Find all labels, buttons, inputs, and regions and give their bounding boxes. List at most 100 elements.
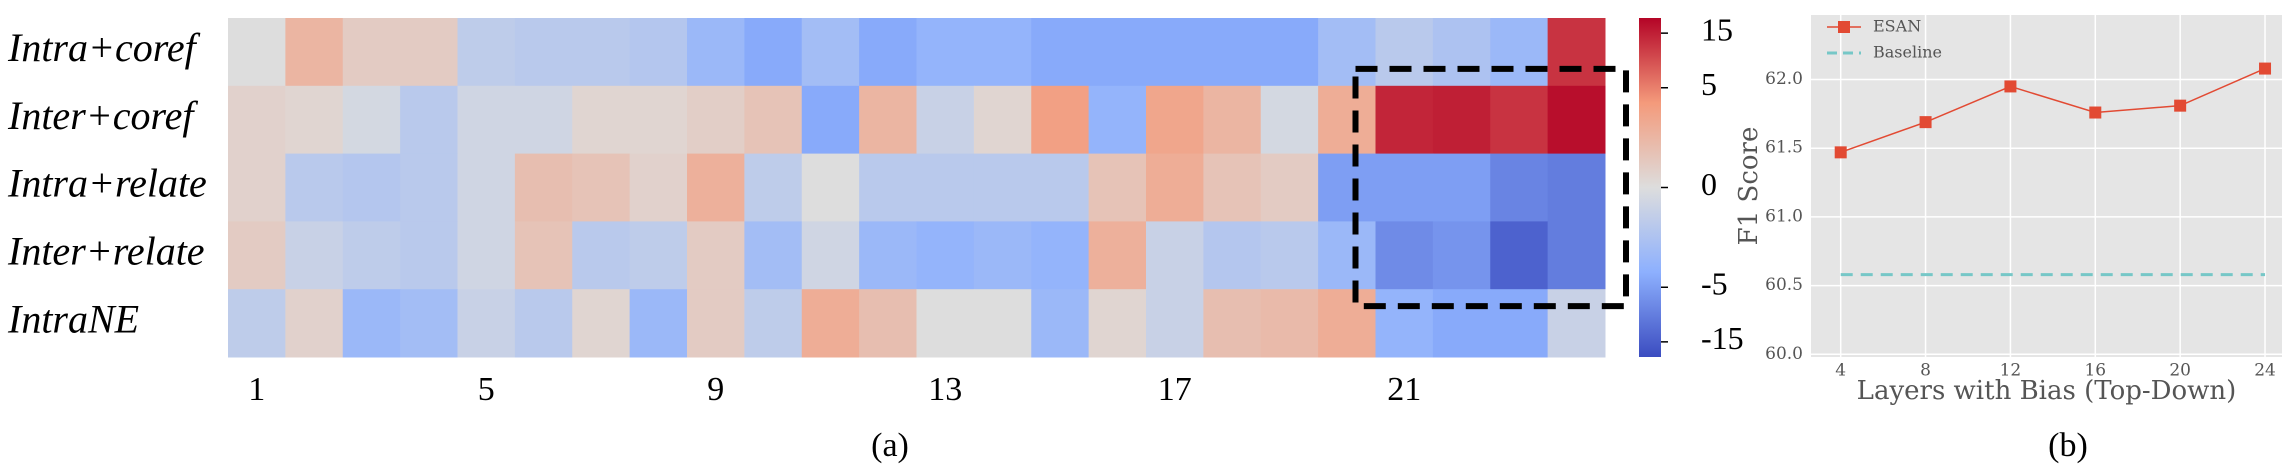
marker	[2174, 99, 2187, 112]
heatmap-cell	[572, 289, 631, 358]
heatmap-cell	[1490, 18, 1549, 87]
heatmap-cell	[973, 153, 1032, 222]
heatmap-cell	[1375, 289, 1434, 358]
x-tick-label: 24	[2254, 361, 2276, 381]
y-tick-label: 60.0	[1765, 344, 1803, 364]
y-tick-label: 62.0	[1765, 69, 1803, 89]
heatmap-cell	[400, 289, 458, 358]
heatmap-cell	[400, 18, 458, 87]
heatmap-cell	[457, 221, 516, 290]
heatmap-cell	[572, 18, 631, 87]
heatmap-cell	[1203, 289, 1262, 358]
heatmap-cell	[1088, 153, 1147, 222]
heatmap-cell	[1318, 221, 1376, 290]
heatmap-cell	[916, 85, 975, 155]
caption: (a)	[871, 427, 909, 464]
heatmap-cell	[1375, 18, 1434, 87]
marker	[2089, 106, 2102, 119]
heatmap-cell	[342, 221, 401, 290]
heatmap-cell	[1547, 153, 1606, 222]
heatmap-cell	[1432, 153, 1491, 222]
caption: (b)	[2048, 427, 2088, 464]
heatmap-cell	[801, 153, 860, 222]
heatmap-cell	[228, 153, 286, 222]
heatmap-cell	[1203, 18, 1262, 87]
row-label: IntraNE	[7, 296, 139, 341]
heatmap-cell	[342, 153, 401, 222]
heatmap-cell	[1432, 289, 1491, 358]
colorbar-tick-label: 0	[1701, 166, 1717, 202]
heatmap-cell	[1375, 153, 1434, 222]
heatmap-cell	[859, 85, 917, 155]
heatmap-cell	[1260, 221, 1319, 290]
legend-label: Baseline	[1873, 43, 1942, 62]
marker	[1919, 116, 1932, 129]
heatmap-cell	[1146, 85, 1204, 155]
heatmap-cell	[285, 153, 344, 222]
heatmap-cell	[342, 289, 401, 358]
heatmap-cell	[457, 153, 516, 222]
colorbar-tick-label: 15	[1701, 11, 1733, 47]
heatmap-cell	[514, 221, 573, 290]
heatmap-cell	[572, 221, 631, 290]
colorbar-tick-label: -15	[1701, 320, 1744, 356]
heatmap-cell	[973, 18, 1032, 87]
x-tick-label: 9	[707, 371, 724, 408]
x-tick-label: 21	[1387, 371, 1421, 408]
x-tick-label: 5	[478, 371, 495, 408]
heatmap-cell	[1260, 289, 1319, 358]
heatmap-cell	[629, 221, 688, 290]
heatmap-cell	[514, 289, 573, 358]
heatmap-cell	[629, 85, 688, 155]
heatmap-cell	[973, 289, 1032, 358]
heatmap-cell	[744, 153, 803, 222]
heatmap-cell	[1088, 289, 1147, 358]
heatmap-cell	[801, 221, 860, 290]
row-label: Intra+relate	[7, 161, 207, 206]
heatmap-cell	[1203, 221, 1262, 290]
heatmap-cell	[859, 18, 917, 87]
heatmap-cell	[744, 18, 803, 87]
heatmap-cell	[801, 85, 860, 155]
legend-marker	[1838, 21, 1850, 33]
row-label: Inter+relate	[7, 228, 205, 273]
heatmap-cell	[1490, 85, 1549, 155]
heatmap-cell	[1146, 18, 1204, 87]
colorbar-tick-label: 5	[1701, 66, 1717, 102]
heatmap-cell	[1318, 153, 1376, 222]
heatmap-cell	[342, 85, 401, 155]
heatmap-cell	[629, 289, 688, 358]
heatmap-cell	[687, 289, 745, 358]
heatmap-cell	[1031, 18, 1090, 87]
heatmap-cell	[1031, 85, 1090, 155]
heatmap-cell	[1490, 153, 1549, 222]
heatmap-cell	[1146, 289, 1204, 358]
heatmap-cell	[1318, 289, 1376, 358]
heatmap-cell	[916, 153, 975, 222]
y-tick-label: 60.5	[1765, 275, 1803, 295]
heatmap-cell	[859, 153, 917, 222]
heatmap-cell	[1260, 18, 1319, 87]
heatmap-cell	[1432, 18, 1491, 87]
heatmap-cell	[1547, 18, 1606, 87]
heatmap-cell	[916, 221, 975, 290]
marker	[2259, 62, 2272, 75]
heatmap-cell	[1432, 85, 1491, 155]
heatmap-cell	[285, 221, 344, 290]
heatmap-cell	[1318, 18, 1376, 87]
heatmap-cell	[859, 289, 917, 358]
heatmap-cell	[457, 289, 516, 358]
row-label: Intra+coref	[7, 25, 201, 70]
heatmap-cell	[1547, 289, 1606, 358]
x-tick-label: 16	[2084, 361, 2106, 381]
heatmap-cell	[1088, 221, 1147, 290]
marker	[1834, 146, 1847, 159]
heatmap-cell	[1146, 153, 1204, 222]
y-tick-label: 61.5	[1765, 138, 1803, 158]
x-tick-label: 13	[928, 371, 962, 408]
x-tick-label: 20	[2169, 361, 2191, 381]
heatmap-cell	[744, 289, 803, 358]
x-tick-label: 8	[1920, 361, 1931, 381]
heatmap-cell	[1490, 289, 1549, 358]
row-label: Inter+coref	[7, 93, 198, 138]
